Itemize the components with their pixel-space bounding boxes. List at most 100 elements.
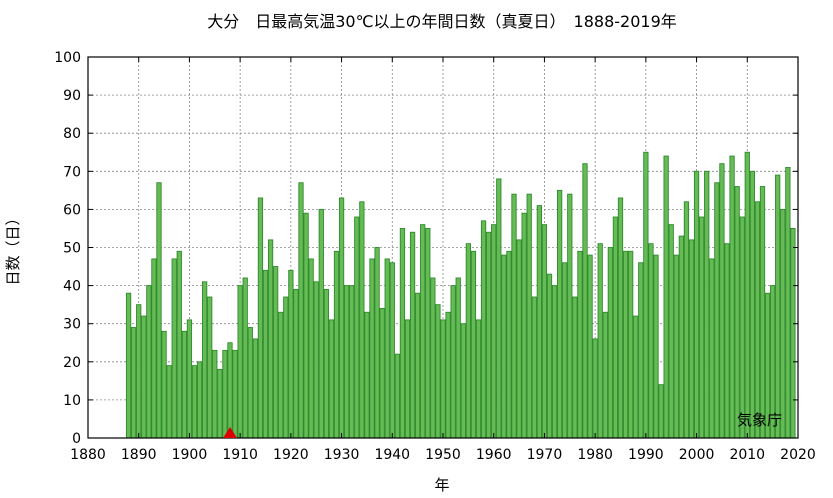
bar-1945: [415, 292, 421, 439]
bar-1927: [323, 288, 329, 439]
bar-1960: [491, 224, 497, 439]
bar-1894: [156, 182, 162, 439]
bar-1911: [242, 277, 248, 439]
bar-1948: [430, 277, 436, 439]
bar-1967: [526, 193, 532, 439]
bar-1941: [394, 353, 400, 439]
bar-1970: [541, 224, 548, 439]
bar-1973: [557, 189, 563, 439]
bar-1961: [496, 178, 502, 439]
bar-series: [125, 151, 796, 439]
bar-1968: [531, 296, 537, 439]
bar-1979: [587, 254, 593, 439]
bar-1980: [592, 338, 598, 439]
bar-1942: [399, 227, 406, 439]
bar-1913: [252, 338, 258, 439]
y-tick-label: 40: [63, 279, 81, 295]
x-tick-label: 1930: [324, 447, 360, 463]
bar-1921: [293, 288, 299, 439]
bar-1933: [354, 216, 360, 439]
bar-1964: [511, 193, 517, 439]
bar-1997: [678, 235, 684, 439]
bar-2000: [693, 170, 700, 439]
y-tick-label: 50: [63, 241, 81, 257]
bar-2019: [790, 227, 796, 439]
bar-2017: [780, 208, 786, 439]
x-tick-label: 1900: [172, 447, 208, 463]
bar-1924: [308, 258, 314, 439]
bar-1959: [486, 231, 492, 439]
y-tick-label: 30: [63, 317, 81, 333]
bar-2005: [719, 163, 725, 439]
bar-1949: [435, 304, 441, 439]
bar-1917: [273, 266, 279, 439]
credit-label: 気象庁: [737, 411, 782, 429]
x-tick-label: 1920: [273, 447, 309, 463]
x-axis-label: 年: [434, 476, 449, 494]
bar-1889: [131, 327, 137, 439]
y-tick-label: 90: [63, 88, 81, 104]
bar-1906: [217, 368, 223, 439]
x-tick-label: 1960: [476, 447, 512, 463]
marker-layer: [223, 427, 237, 438]
bar-2008: [734, 186, 740, 439]
bar-2018: [785, 167, 791, 439]
bar-1981: [597, 243, 603, 439]
bar-2011: [749, 170, 755, 439]
bar-2009: [739, 216, 745, 439]
bar-1923: [303, 212, 309, 439]
y-tick-label: 20: [63, 355, 81, 371]
bar-1925: [313, 281, 319, 439]
bar-1988: [633, 315, 639, 439]
bar-1987: [628, 250, 634, 439]
bar-1893: [151, 258, 157, 439]
bar-2013: [759, 186, 766, 439]
bar-1946: [420, 224, 426, 439]
bar-1962: [501, 254, 507, 439]
bar-1914: [257, 197, 264, 439]
bar-1891: [141, 315, 147, 439]
x-tick-label: 1990: [628, 447, 664, 463]
bar-2012: [754, 201, 761, 439]
bar-1896: [166, 365, 172, 439]
bar-1892: [146, 285, 152, 439]
bar-2004: [714, 182, 720, 439]
bar-1986: [622, 250, 629, 439]
bar-1916: [267, 239, 274, 439]
x-tick-label: 2020: [780, 447, 816, 463]
bar-2016: [775, 174, 781, 439]
x-tick-label: 1980: [577, 447, 613, 463]
bar-1947: [425, 227, 431, 439]
y-tick-label: 100: [54, 50, 81, 66]
bar-1898: [176, 250, 182, 439]
bar-1977: [577, 250, 583, 439]
bar-1990: [643, 151, 649, 439]
bar-1999: [688, 239, 695, 439]
x-tick-label: 1940: [374, 447, 410, 463]
bar-1929: [333, 250, 340, 439]
bar-1991: [648, 243, 654, 439]
x-tick-label: 1910: [222, 447, 258, 463]
bar-1930: [338, 197, 345, 439]
bar-1963: [506, 250, 512, 439]
bar-1895: [161, 330, 167, 439]
bar-1915: [262, 269, 269, 439]
bar-1902: [196, 361, 203, 439]
bar-1926: [318, 208, 324, 439]
bar-1943: [404, 319, 411, 439]
bar-1955: [465, 243, 471, 439]
bar-1890: [136, 304, 142, 439]
bar-1888: [125, 292, 132, 439]
axis-ticks: 0 10 20 30 40 50 60 70 80 90 100 1880 1890 1900 1910 19…: [54, 50, 816, 463]
bar-1918: [278, 311, 284, 439]
bar-1972: [551, 285, 558, 439]
bar-1953: [455, 277, 461, 439]
x-tick-label: 2000: [679, 447, 715, 463]
bar-1899: [181, 330, 187, 439]
bar-1952: [450, 285, 456, 439]
bar-1966: [521, 212, 527, 439]
bar-1954: [460, 323, 466, 439]
bar-2010: [744, 151, 750, 439]
bar-1995: [668, 224, 674, 439]
